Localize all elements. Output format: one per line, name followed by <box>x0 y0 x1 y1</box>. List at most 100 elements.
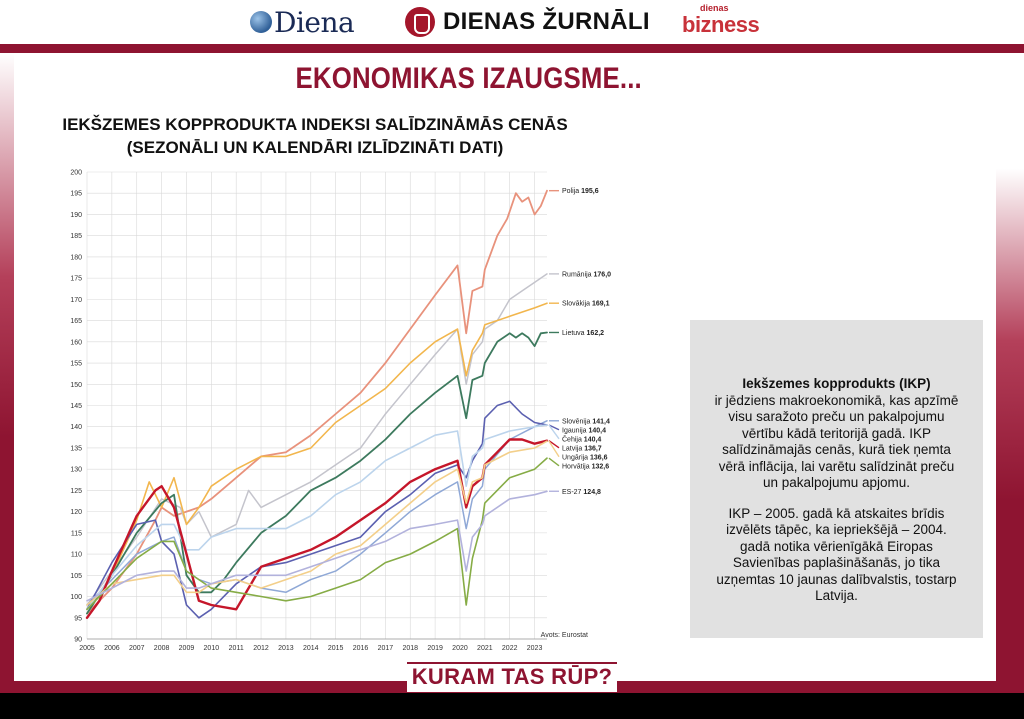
series-end-label: Horvātija 132,6 <box>562 463 609 470</box>
series-end-label-name: Igaunija <box>562 427 588 434</box>
y-tick-label: 145 <box>70 403 82 410</box>
end-label-leader <box>548 457 560 467</box>
bottom-black-strip <box>0 693 1024 719</box>
chart-title-line-2: (SEZONĀLI UN KALENDĀRI IZLĪDZINĀTI DATI) <box>126 138 504 157</box>
series-end-label-name: Slovēnija <box>562 418 592 425</box>
x-tick-label: 2010 <box>204 645 220 652</box>
dienas-bizness-logo-small: dienas <box>700 3 729 13</box>
x-tick-label: 2016 <box>353 645 369 652</box>
series-end-label-value: 141,4 <box>592 418 610 425</box>
y-tick-label: 130 <box>70 467 82 474</box>
x-tick-label: 2023 <box>527 645 543 652</box>
series-end-label-name: ES-27 <box>562 489 583 496</box>
y-tick-label: 125 <box>70 488 82 495</box>
series-end-label: Čehija 140,4 <box>562 434 601 443</box>
x-tick-label: 2006 <box>104 645 120 652</box>
chart-grid <box>86 171 547 640</box>
y-tick-label: 120 <box>70 509 82 516</box>
series-end-label: Ungārija 136,6 <box>562 454 608 461</box>
series-line-rumānija <box>86 273 548 606</box>
series-end-labels: Polija 195,6 Rumānija 176,0 Slovākija 169,… <box>548 188 611 496</box>
x-tick-label: 2011 <box>229 645 244 652</box>
x-tick-label: 2007 <box>129 645 145 652</box>
series-end-label-value: 136,7 <box>584 445 602 452</box>
frame-right-bar <box>996 53 1024 693</box>
series-end-label-value: 136,6 <box>590 454 608 461</box>
y-tick-label: 115 <box>71 530 82 537</box>
x-tick-label: 2012 <box>253 645 269 652</box>
series-end-label-value: 162,2 <box>587 330 605 337</box>
end-label-leader <box>548 424 560 431</box>
series-end-label-name: Horvātija <box>562 463 592 470</box>
series-end-label: Lietuva 162,2 <box>562 330 604 337</box>
series-end-label-name: Slovākija <box>562 301 592 308</box>
y-tick-label: 135 <box>70 445 82 452</box>
x-tick-label: 2014 <box>303 645 319 652</box>
series-line-igaunija <box>86 400 548 619</box>
y-tick-label: 165 <box>70 318 82 325</box>
y-tick-label: 160 <box>70 339 82 346</box>
series-line-latvija <box>85 438 549 619</box>
diena-logo[interactable]: Diena <box>250 5 355 39</box>
y-tick-label: 175 <box>70 276 82 283</box>
series-end-label: Polija 195,6 <box>562 188 599 195</box>
y-tick-label: 95 <box>74 615 82 622</box>
x-tick-label: 2005 <box>79 645 95 652</box>
y-tick-label: 100 <box>70 594 82 601</box>
y-tick-label: 105 <box>70 573 82 580</box>
series-end-label: Rumānija 176,0 <box>562 271 611 278</box>
series-line-polija <box>86 189 548 615</box>
info-term: Iekšzemes kopprodukts (IKP) <box>742 376 931 391</box>
series-end-label: Igaunija 140,4 <box>562 427 606 434</box>
end-label-leader <box>548 440 560 458</box>
frame-inner-left-line <box>14 53 18 681</box>
series-line-horvātija <box>86 457 548 611</box>
x-tick-label: 2020 <box>452 645 468 652</box>
frame-top-bar <box>0 44 1024 53</box>
series-end-label-value: 195,6 <box>581 188 599 195</box>
diena-logo-text: Diena <box>274 5 355 39</box>
x-tick-label: 2022 <box>502 645 518 652</box>
brand-header: Diena DIENAS ŽURNĀLI dienas bizness <box>0 0 1024 44</box>
series-end-label-value: 124,8 <box>583 489 601 496</box>
x-tick-label: 2017 <box>378 645 394 652</box>
end-label-leader <box>548 440 560 449</box>
y-tick-label: 185 <box>70 233 82 240</box>
y-tick-label: 155 <box>70 361 82 368</box>
y-tick-label: 140 <box>70 424 82 431</box>
series-line-slovākija <box>86 302 548 611</box>
frame-left-bar <box>0 53 14 693</box>
chart-title-line-1: IEKŠZEMES KOPPRODUKTA INDEKSI SALĪDZINĀM… <box>62 115 568 134</box>
y-tick-label: 200 <box>70 170 82 177</box>
series-end-label: ES-27 124,8 <box>562 489 601 496</box>
info-note: IKP – 2005. gadā kā atskaites brīdis izv… <box>716 505 957 604</box>
series-end-label-name: Rumānija <box>562 271 594 278</box>
dienas-zurnali-logo[interactable]: DIENAS ŽURNĀLI <box>405 6 650 38</box>
series-line-slovēnija <box>86 420 548 606</box>
chart-source-label: Avots: Eurostat <box>541 632 588 639</box>
page-headline: EKONOMIKAS IZAUGSME... <box>295 62 642 95</box>
dienas-bizness-logo-big: bizness <box>682 12 760 37</box>
dienas-bizness-logo[interactable]: dienas bizness <box>682 3 760 37</box>
chart-series <box>85 189 549 619</box>
dienas-zurnali-emblem-icon <box>405 7 435 37</box>
y-tick-label: 170 <box>70 297 82 304</box>
x-axis-ticks: 2005 2006 2007 2008 2009 2010 2011 2012 2013 2014… <box>79 645 542 652</box>
series-line-čehija <box>86 424 548 611</box>
x-tick-label: 2008 <box>154 645 170 652</box>
tagline-backdrop <box>407 662 617 692</box>
x-tick-label: 2013 <box>278 645 294 652</box>
series-end-label-name: Polija <box>562 188 581 195</box>
series-end-label-value: 132,6 <box>592 463 610 470</box>
x-tick-label: 2018 <box>402 645 418 652</box>
info-definition-paragraph: Iekšzemes kopprodukts (IKP) ir jēdziens … <box>710 376 963 492</box>
y-tick-label: 110 <box>71 552 82 559</box>
y-tick-label: 150 <box>70 382 82 389</box>
series-line-es-27 <box>86 490 548 602</box>
dienas-zurnali-logo-text: DIENAS ŽURNĀLI <box>443 8 650 35</box>
x-tick-label: 2021 <box>477 645 493 652</box>
series-end-label: Slovākija 169,1 <box>562 301 610 308</box>
info-definition: ir jēdziens makroekonomikā, kas apzīmē v… <box>714 392 959 491</box>
y-axis-ticks: 90 95 100 105 110 115 120 125 130 135 140 145 150 155… <box>70 170 82 644</box>
y-tick-label: 195 <box>70 191 82 198</box>
